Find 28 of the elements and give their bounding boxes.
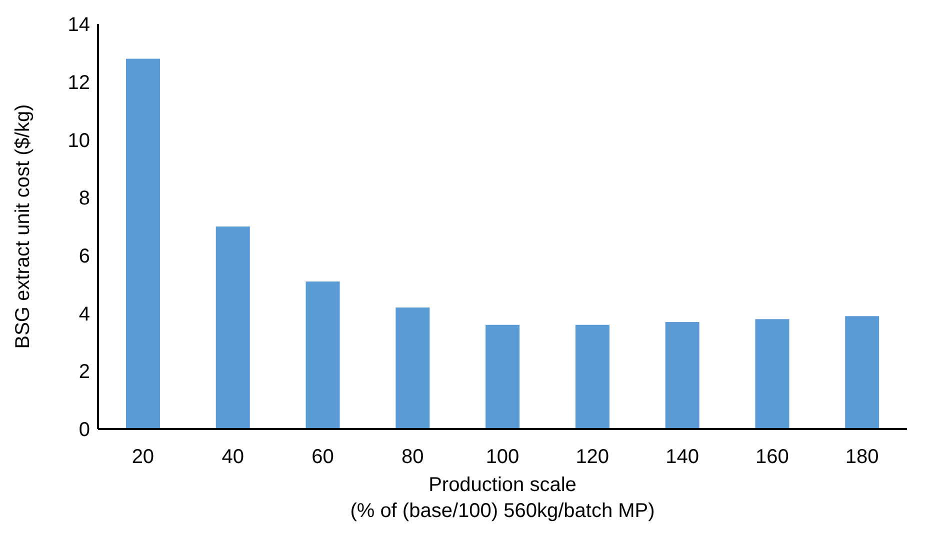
x-tick-label: 180 bbox=[845, 446, 879, 468]
bar bbox=[306, 281, 340, 429]
x-tick-label: 20 bbox=[132, 446, 154, 468]
bar bbox=[396, 308, 430, 429]
y-tick-label: 14 bbox=[68, 14, 90, 36]
x-tick-label: 60 bbox=[312, 446, 334, 468]
y-tick-label: 0 bbox=[78, 419, 90, 442]
y-tick-label: 10 bbox=[68, 130, 90, 152]
y-axis-title: BSG extract unit cost ($/kg) bbox=[12, 104, 34, 349]
y-tick-label: 4 bbox=[78, 303, 90, 326]
bar bbox=[755, 319, 790, 429]
x-tick-label: 160 bbox=[755, 446, 789, 468]
x-tick-label: 120 bbox=[576, 446, 610, 468]
x-axis-title: Production scale (% of (base/100) 560kg/batch MP) bbox=[350, 474, 655, 522]
x-tick-label: 80 bbox=[401, 446, 424, 468]
x-tick-label: 40 bbox=[222, 446, 244, 468]
bar bbox=[845, 316, 880, 429]
y-tick-label: 2 bbox=[78, 361, 90, 384]
bar bbox=[665, 322, 700, 429]
bar bbox=[216, 226, 250, 429]
bar bbox=[126, 58, 160, 429]
x-tick-label: 100 bbox=[486, 446, 520, 468]
bar bbox=[575, 324, 610, 429]
y-tick-label: 6 bbox=[78, 246, 90, 268]
y-tick-label: 8 bbox=[78, 188, 90, 210]
bar bbox=[486, 324, 520, 429]
y-tick-label: 12 bbox=[68, 72, 90, 94]
x-tick-label: 140 bbox=[666, 446, 699, 468]
